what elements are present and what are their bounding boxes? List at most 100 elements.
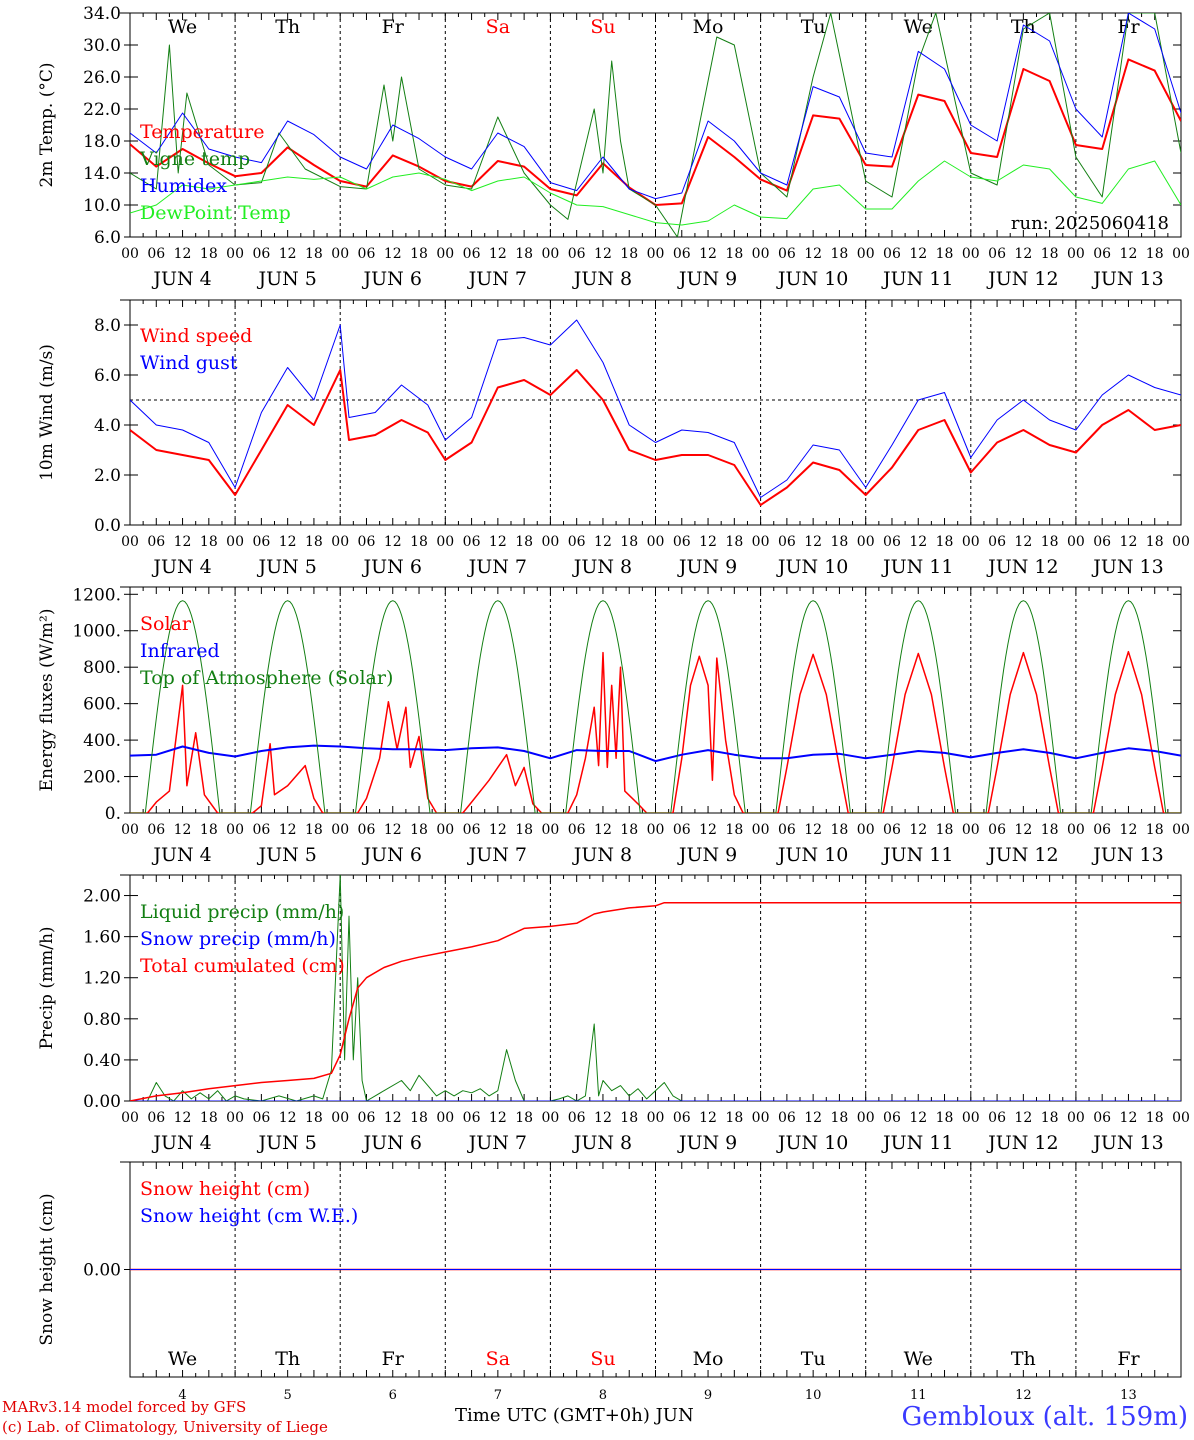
hour-tick-label: 06 xyxy=(883,534,901,550)
date-label: JUN 11 xyxy=(881,1132,953,1154)
weekday-label: Th xyxy=(275,1348,300,1370)
hour-tick-label: 12 xyxy=(1014,1110,1032,1126)
date-label: JUN 12 xyxy=(986,844,1058,866)
hour-tick-label: 00 xyxy=(1067,822,1085,838)
date-label: JUN 9 xyxy=(677,844,737,866)
energy-panel: 0. 200. 400. 600. 800. 1000. 1200. Energy fluxe… xyxy=(37,585,1190,866)
date-label: JUN 6 xyxy=(362,556,422,578)
y-tick-label: 200. xyxy=(83,768,121,788)
hour-tick-label: 18 xyxy=(200,246,218,262)
hour-tick-label: 18 xyxy=(305,1110,323,1126)
y-tick-label: 1200. xyxy=(72,585,121,605)
hour-tick-label: 06 xyxy=(778,246,796,262)
y-tick-label: 6.0 xyxy=(94,228,121,248)
hour-tick-label: 06 xyxy=(988,534,1006,550)
date-number-label: 10 xyxy=(805,1388,822,1403)
hour-tick-label: 12 xyxy=(384,246,402,262)
date-label: JUN 8 xyxy=(572,844,632,866)
date-label: JUN 5 xyxy=(256,1132,316,1154)
hour-tick-label: 06 xyxy=(358,822,376,838)
date-number-label: 11 xyxy=(910,1388,927,1403)
station-name: Gembloux (alt. 159m) xyxy=(901,1402,1188,1432)
hour-tick-label: 06 xyxy=(568,822,586,838)
hour-tick-label: 06 xyxy=(463,822,481,838)
hour-tick-label: 18 xyxy=(725,246,743,262)
y-tick-label: 600. xyxy=(83,695,121,715)
weekday-label: We xyxy=(904,16,933,38)
hour-tick-label: 18 xyxy=(200,534,218,550)
weekday-label: Mo xyxy=(693,1348,724,1370)
series-top-of-atmosphere-solar- xyxy=(130,600,1181,813)
y-tick-label: 1.60 xyxy=(83,928,121,948)
hour-tick-label: 12 xyxy=(909,1110,927,1126)
weekday-label: Fr xyxy=(382,1348,405,1370)
date-number-label: 6 xyxy=(389,1388,397,1403)
y-tick-label: 0.0 xyxy=(94,516,121,536)
hour-tick-label: 00 xyxy=(647,1110,665,1126)
y-tick-label: 0.80 xyxy=(83,1010,121,1030)
date-label: JUN 7 xyxy=(467,844,527,866)
hour-tick-label: 06 xyxy=(778,822,796,838)
date-label: JUN 12 xyxy=(986,1132,1058,1154)
y-tick-label: 0. xyxy=(105,804,121,824)
energy-y-axis-label: Energy fluxes (W/m²) xyxy=(37,609,57,792)
y-tick-label: 18.0 xyxy=(83,132,121,152)
hour-tick-label: 18 xyxy=(936,534,954,550)
date-label: JUN 7 xyxy=(467,1132,527,1154)
hour-tick-label: 12 xyxy=(1120,1110,1138,1126)
hour-tick-label: 12 xyxy=(909,534,927,550)
hour-tick-label: 00 xyxy=(647,822,665,838)
series-vigne-temp xyxy=(130,13,1181,237)
legend-entry: Liquid precip (mm/h) xyxy=(140,901,344,923)
hour-tick-label: 00 xyxy=(1067,534,1085,550)
date-label: JUN 6 xyxy=(362,1132,422,1154)
hour-tick-label: 06 xyxy=(988,1110,1006,1126)
legend-entry: Solar xyxy=(140,613,192,635)
temperature-y-axis-label: 2m Temp. (°C) xyxy=(37,62,57,187)
legend-entry: Snow height (cm W.E.) xyxy=(140,1205,358,1227)
hour-tick-label: 18 xyxy=(831,246,849,262)
date-label: JUN 4 xyxy=(151,1132,211,1154)
date-label: JUN 7 xyxy=(467,268,527,290)
hour-tick-label: 06 xyxy=(568,246,586,262)
hour-tick-label: 06 xyxy=(673,1110,691,1126)
hour-tick-label: 12 xyxy=(384,534,402,550)
y-tick-label: 22.0 xyxy=(83,100,121,120)
hour-tick-label: 18 xyxy=(936,246,954,262)
weekday-label: We xyxy=(168,16,197,38)
date-label: JUN 9 xyxy=(677,268,737,290)
hour-tick-label: 18 xyxy=(515,246,533,262)
hour-tick-label: 00 xyxy=(857,1110,875,1126)
date-label: JUN 8 xyxy=(572,268,632,290)
weekday-label: Fr xyxy=(1117,16,1140,38)
hour-tick-label: 06 xyxy=(988,822,1006,838)
hour-tick-label: 18 xyxy=(1146,246,1164,262)
date-label: JUN 11 xyxy=(881,556,953,578)
temperature-panel: 6.0 10.0 14.0 18.0 22.0 26.0 30.0 34.0 2m Temp. … xyxy=(37,4,1190,290)
hour-tick-label: 18 xyxy=(305,822,323,838)
hour-tick-label: 18 xyxy=(620,246,638,262)
hour-tick-label: 00 xyxy=(541,1110,559,1126)
legend-entry: DewPoint Temp xyxy=(140,202,291,224)
lab-credit: (c) Lab. of Climatology, University of L… xyxy=(2,1418,328,1436)
hour-tick-label: 12 xyxy=(279,534,297,550)
hour-tick-label: 00 xyxy=(226,822,244,838)
legend-entry: Snow precip (mm/h) xyxy=(140,928,336,950)
weekday-label: Mo xyxy=(693,16,724,38)
hour-tick-label: 00 xyxy=(752,1110,770,1126)
series-liquid-precip-mm-h- xyxy=(130,875,1181,1101)
hour-tick-label: 00 xyxy=(752,246,770,262)
hour-tick-label: 06 xyxy=(358,246,376,262)
hour-tick-label: 18 xyxy=(305,534,323,550)
precip-panel: 0.00 0.40 0.80 1.20 1.60 2.00 Precip (mm/h) 00 0… xyxy=(37,874,1190,1154)
date-label: JUN 13 xyxy=(1091,1132,1163,1154)
date-label: JUN 8 xyxy=(572,1132,632,1154)
hour-tick-label: 12 xyxy=(909,246,927,262)
hour-tick-label: 06 xyxy=(883,822,901,838)
hour-tick-label: 12 xyxy=(279,822,297,838)
hour-tick-label: 06 xyxy=(778,1110,796,1126)
hour-tick-label: 00 xyxy=(331,1110,349,1126)
hour-tick-label: 18 xyxy=(1146,534,1164,550)
hour-tick-label: 18 xyxy=(831,822,849,838)
date-number-label: 8 xyxy=(599,1388,607,1403)
